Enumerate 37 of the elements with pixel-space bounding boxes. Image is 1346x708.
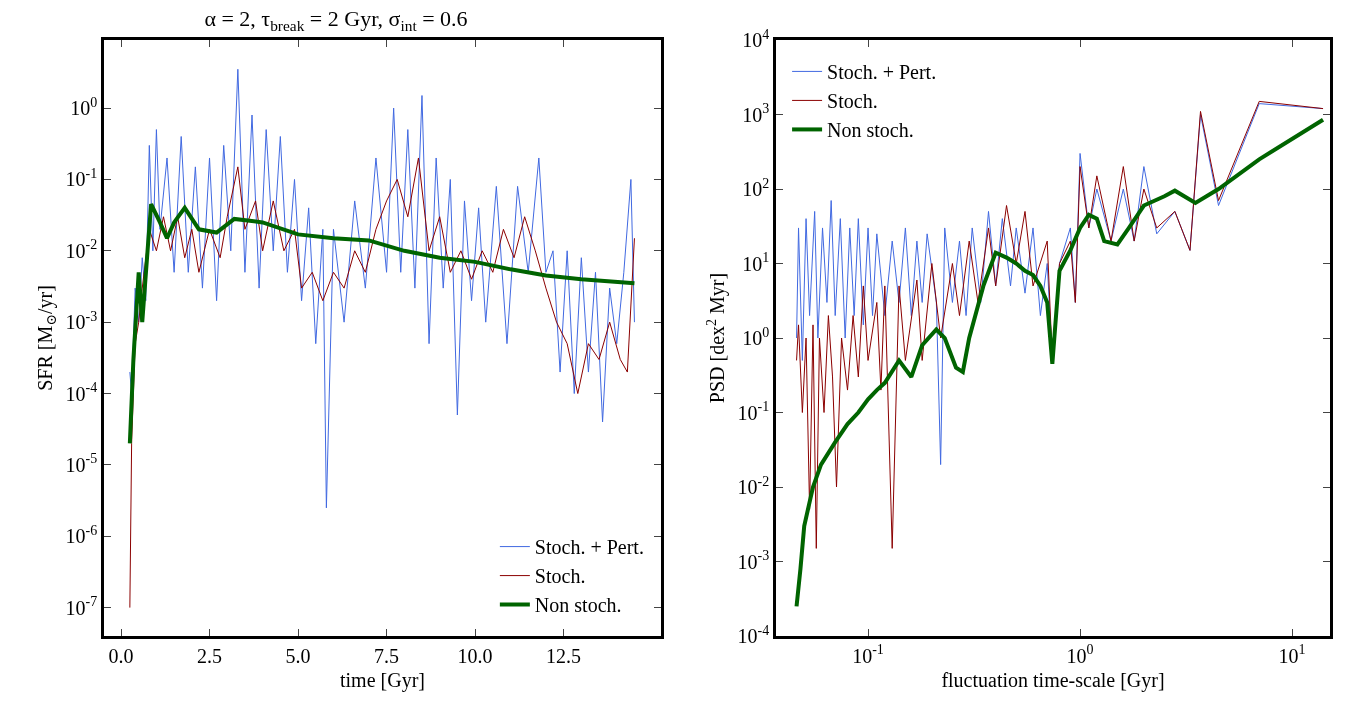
y-tick-label: 10$^{2}$ xyxy=(742,175,770,200)
y-tick-label: 10$^{-2}$ xyxy=(737,473,770,498)
legend-label: Stoch. xyxy=(827,90,878,113)
y-tick-label: 10$^{-5}$ xyxy=(65,451,98,476)
x-tick-label: 10.0 xyxy=(457,644,493,667)
line-series xyxy=(127,202,637,446)
chart-title: α = 2, τ$_{break}$ = 2 Gyr, σ$_{int}$ = 0.6 xyxy=(204,6,468,34)
x-tick-label: 0.0 xyxy=(108,644,134,667)
legend-label: Stoch. xyxy=(534,565,586,588)
y-tick-label: 10$^{0}$ xyxy=(742,324,770,349)
x-tick-label: 12.5 xyxy=(546,644,582,667)
legend-label: Stoch. + Pert. xyxy=(534,536,644,559)
y-tick-label: 10$^{-3}$ xyxy=(65,308,98,334)
y-tick-label: 10$^{3}$ xyxy=(742,101,770,126)
line-series xyxy=(129,68,635,509)
x-axis-title: fluctuation time-scale [Gyr] xyxy=(941,669,1165,693)
y-tick-label: 10$^{0}$ xyxy=(70,94,98,120)
x-tick-label: 2.5 xyxy=(197,644,223,667)
x-tick-label: 7.5 xyxy=(374,644,400,667)
y-tick-label: 10$^{-4}$ xyxy=(65,380,98,405)
y-tick-label: 10$^{-1}$ xyxy=(65,166,98,191)
x-axis-title: time [Gyr] xyxy=(340,669,425,693)
y-tick-label: 10$^{-1}$ xyxy=(737,399,770,424)
legend-label: Non stoch. xyxy=(827,119,914,142)
legend-label: Stoch. + Pert. xyxy=(827,61,937,84)
legend-label: Non stoch. xyxy=(534,594,622,617)
x-tick-label: 10$^{1}$ xyxy=(1278,642,1306,667)
y-tick-label: 10$^{-2}$ xyxy=(65,237,98,262)
x-tick-label: 5.0 xyxy=(285,644,311,667)
y-tick-label: 10$^{4}$ xyxy=(742,26,770,51)
y-tick-label: 10$^{-3}$ xyxy=(737,548,770,573)
y-tick-label: 10$^{-4}$ xyxy=(737,622,770,647)
x-tick-label: 10$^{0}$ xyxy=(1066,642,1094,667)
x-tick-label: 10$^{-1}$ xyxy=(852,642,884,667)
y-tick-label: 10$^{-7}$ xyxy=(65,594,98,619)
y-tick-label: 10$^{-6}$ xyxy=(65,522,98,548)
y-tick-label: 10$^{1}$ xyxy=(742,250,770,275)
